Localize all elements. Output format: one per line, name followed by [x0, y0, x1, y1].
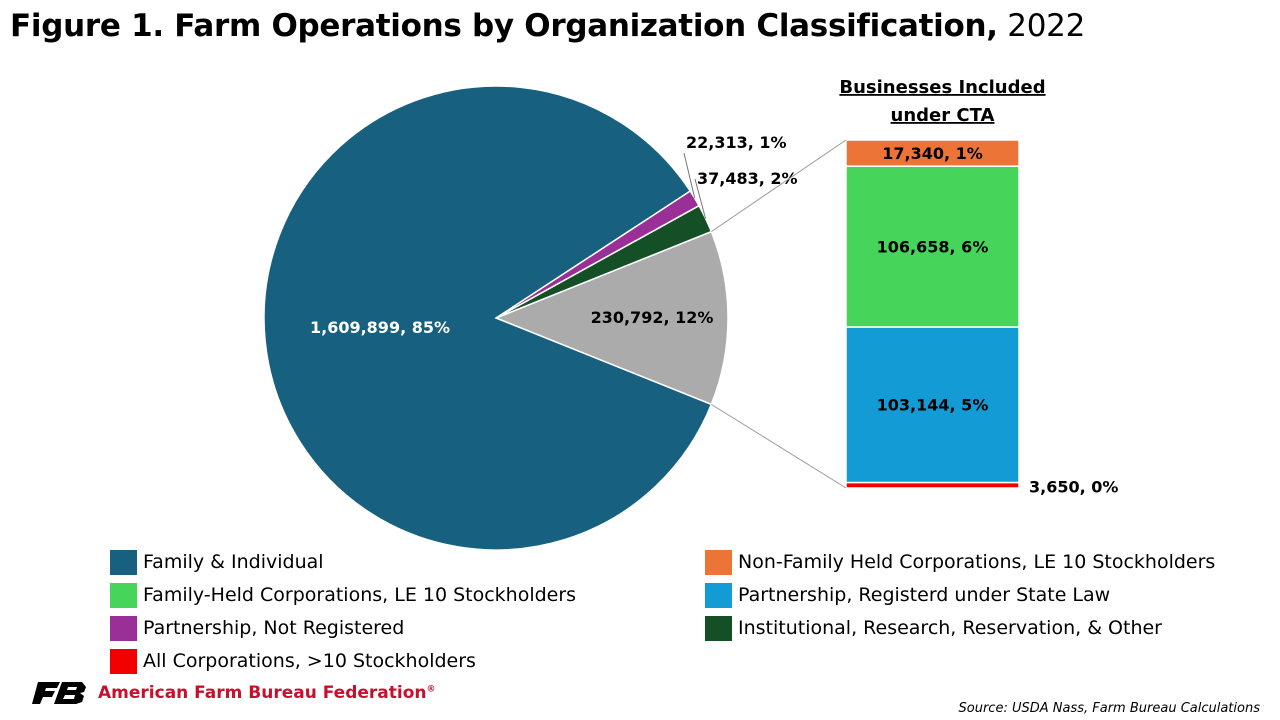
source-note: Source: USDA Nass, Farm Bureau Calculati…	[958, 701, 1260, 716]
legend-swatch	[110, 648, 137, 674]
bar-data-label: 103,144, 5%	[877, 396, 989, 415]
legend-item: Family & Individual	[110, 549, 324, 575]
pie-data-label: 22,313, 1%	[686, 133, 787, 152]
legend-label: Institutional, Research, Reservation, & …	[738, 617, 1162, 639]
pie-data-label: 230,792, 12%	[591, 308, 714, 327]
bar-data-label: 106,658, 6%	[877, 238, 989, 257]
connector-line	[711, 403, 847, 489]
bar-segment	[845, 326, 1020, 484]
legend-swatch	[110, 615, 137, 641]
legend-item: Institutional, Research, Reservation, & …	[705, 615, 1162, 641]
bar-of-pie-chart: 230,792, 12% 37,483, 2% 22,313, 1% 1,609,89…	[263, 77, 1118, 551]
pie-slice	[493, 230, 729, 406]
legend-label: Family-Held Corporations, LE 10 Stockhol…	[143, 584, 577, 606]
registered-mark: ®	[426, 684, 436, 695]
legend-swatch	[110, 549, 137, 575]
legend-item: Partnership, Registerd under State Law	[705, 582, 1110, 608]
bar-title-line1: Businesses Included	[839, 77, 1045, 98]
pie-data-label: 1,609,899, 85%	[310, 318, 450, 337]
legend-label: Partnership, Not Registered	[143, 617, 405, 639]
org-name: American Farm Bureau Federation®	[98, 683, 436, 703]
chart-title-year: 2022	[1007, 8, 1085, 44]
leader-line	[694, 178, 707, 219]
legend-label: All Corporations, >10 Stockholders	[143, 650, 476, 672]
bar-data-label: 17,340, 1%	[882, 144, 983, 163]
legend-swatch	[705, 615, 732, 641]
legend-label: Partnership, Registerd under State Law	[738, 584, 1111, 606]
legend-swatch	[110, 582, 137, 608]
afbf-logo: American Farm Bureau Federation®	[30, 680, 436, 706]
bar-segment	[845, 139, 1020, 167]
legend-item: All Corporations, >10 Stockholders	[110, 648, 476, 674]
legend-swatch	[705, 549, 732, 575]
legend-item: Family-Held Corporations, LE 10 Stockhol…	[110, 582, 576, 608]
connector-line	[711, 139, 847, 233]
legend-swatch	[705, 582, 732, 608]
legend-label: Family & Individual	[143, 551, 324, 573]
fb-logo-icon	[32, 682, 86, 704]
bar-title-line2: under CTA	[891, 105, 995, 126]
legend-item: Partnership, Not Registered	[110, 615, 404, 641]
legend-label: Non-Family Held Corporations, LE 10 Stoc…	[738, 551, 1216, 573]
bar-data-label: 3,650, 0%	[1029, 477, 1118, 496]
pie-slice	[263, 85, 713, 551]
org-name-text: American Farm Bureau Federation	[98, 683, 427, 703]
leader-line	[683, 152, 696, 199]
chart-title-main: Figure 1. Farm Operations by Organizatio…	[10, 8, 998, 44]
bar-segment	[845, 165, 1020, 328]
bar-segment	[845, 481, 1020, 489]
pie-data-label: 37,483, 2%	[697, 169, 798, 188]
chart-title: Figure 1. Farm Operations by Organizatio…	[10, 8, 1085, 44]
legend-item: Non-Family Held Corporations, LE 10 Stoc…	[705, 549, 1215, 575]
